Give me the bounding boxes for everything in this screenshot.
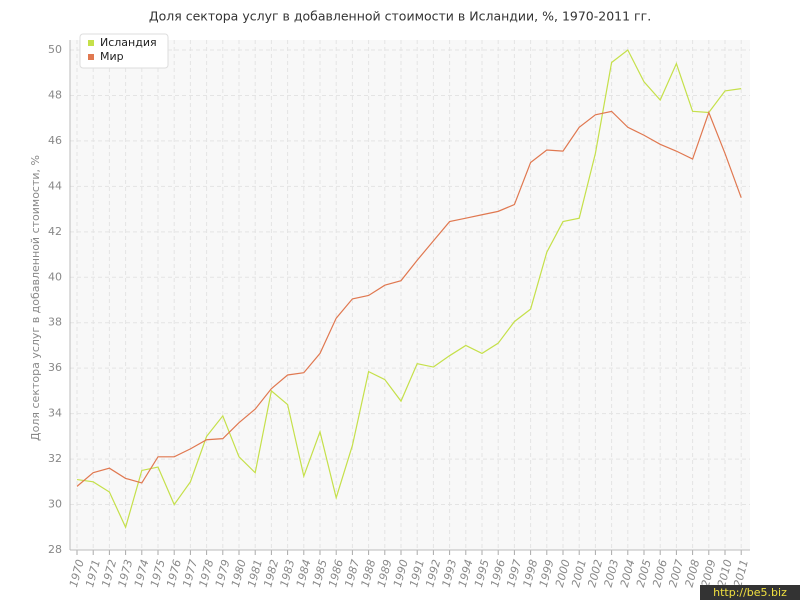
- y-tick-label: 44: [48, 179, 62, 192]
- series-line: [76, 110, 742, 487]
- y-tick-label: 40: [48, 270, 62, 283]
- chart-title: Доля сектора услуг в добавленной стоимос…: [149, 9, 651, 24]
- y-tick-label: 46: [48, 134, 62, 147]
- y-tick-label: 32: [48, 452, 62, 465]
- legend-label: Исландия: [100, 36, 157, 49]
- series-line: [76, 49, 742, 529]
- y-tick-label: 50: [48, 43, 62, 56]
- watermark: http://be5.biz: [713, 586, 787, 599]
- legend-swatch: [88, 40, 94, 46]
- y-tick-label: 42: [48, 225, 62, 238]
- plot-background: [70, 40, 750, 550]
- y-tick-label: 48: [48, 88, 62, 101]
- legend-swatch: [88, 54, 94, 60]
- y-tick-label: 36: [48, 361, 62, 374]
- y-tick-label: 30: [48, 498, 62, 511]
- legend-box: [79, 33, 169, 69]
- watermark-bg: [700, 585, 800, 600]
- y-tick-label: 28: [48, 543, 62, 556]
- y-tick-label: 34: [48, 407, 62, 420]
- y-tick-label: 38: [48, 316, 62, 329]
- y-axis-label: Доля сектора услуг в добавленной стоимос…: [29, 155, 42, 441]
- legend-label: Мир: [100, 50, 124, 63]
